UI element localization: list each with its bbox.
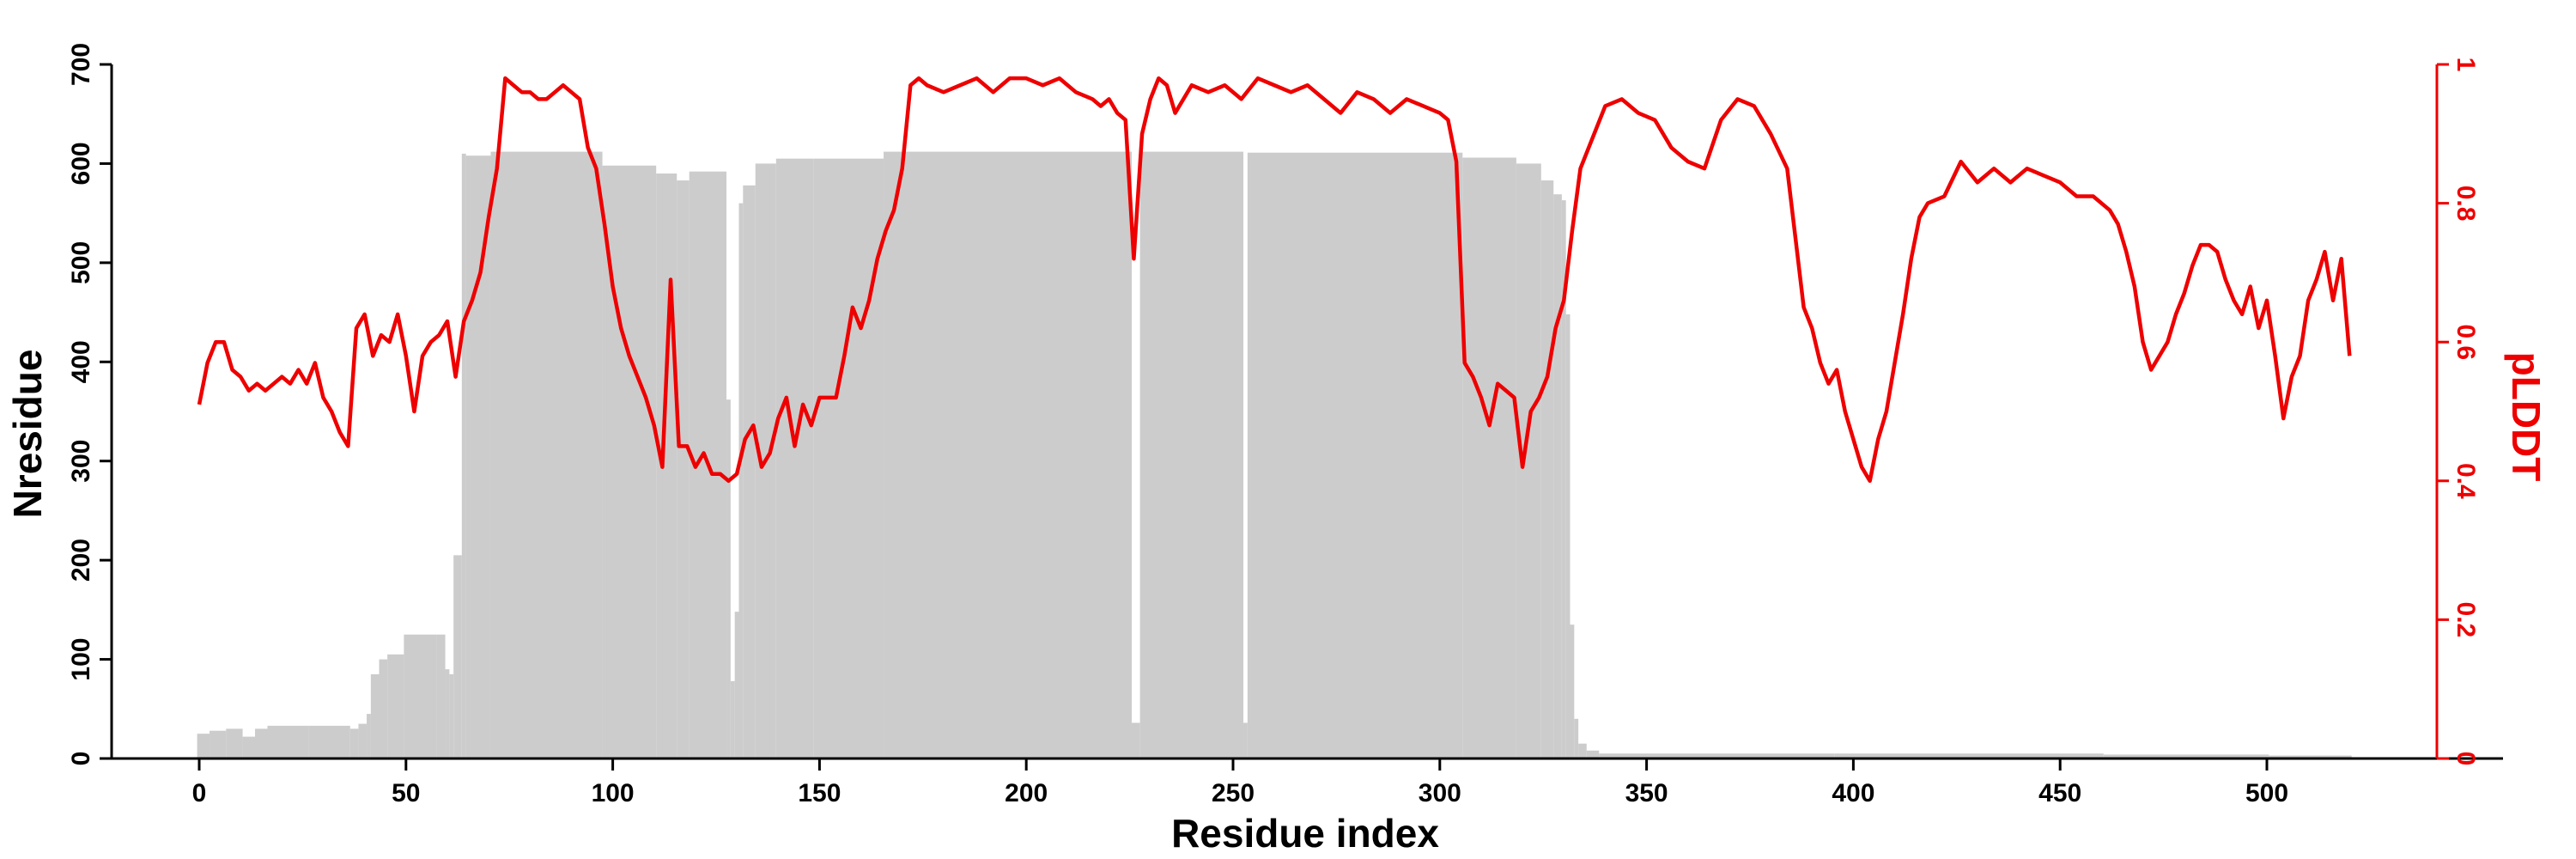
y-tick-label: 600 — [67, 142, 95, 185]
nresidue-bar — [656, 173, 677, 759]
y2-tick-label: 0.4 — [2451, 463, 2480, 499]
nresidue-bar — [1132, 722, 1140, 758]
y2-tick-label: 0.8 — [2451, 186, 2480, 222]
nresidue-bar — [1561, 200, 1566, 758]
nresidue-bar — [465, 155, 491, 758]
nresidue-bar — [1139, 151, 1244, 758]
nresidue-bar — [1834, 753, 2104, 758]
nresidue-bar — [1540, 180, 1554, 759]
y-tick-label: 500 — [67, 241, 95, 284]
nresidue-bar — [255, 728, 268, 758]
nresidue-bar — [1574, 718, 1579, 758]
x-tick-label: 250 — [1212, 779, 1255, 807]
nresidue-bar — [738, 203, 744, 759]
nresidue-bar — [308, 725, 350, 758]
nresidue-bar — [461, 153, 466, 758]
nresidue-bar — [490, 151, 603, 758]
x-tick-label: 500 — [2245, 779, 2288, 807]
y2-tick-label: 0.6 — [2451, 324, 2480, 360]
x-tick-label: 0 — [192, 779, 207, 807]
y2-tick-label: 1 — [2451, 58, 2480, 72]
x-tick-label: 400 — [1832, 779, 1874, 807]
nresidue-bar — [726, 399, 731, 758]
nresidue-bar — [242, 736, 256, 758]
nresidue-bar — [453, 555, 462, 758]
nresidue-bar — [387, 654, 404, 758]
nresidue-bar — [226, 728, 243, 758]
nresidue-bar — [1243, 722, 1248, 758]
nresidue-bar — [602, 165, 657, 759]
y2-axis-title: pLDDT — [2504, 352, 2549, 482]
y-tick-label: 400 — [67, 340, 95, 383]
y2-tick-label: 0.2 — [2451, 602, 2480, 638]
nresidue-bar — [197, 734, 210, 758]
x-tick-label: 200 — [1005, 779, 1048, 807]
nresidue-bar — [358, 723, 368, 758]
nresidue-bar — [404, 634, 437, 758]
y-tick-label: 100 — [67, 638, 95, 681]
nresidue-bar — [379, 659, 388, 758]
nresidue-bar — [445, 669, 450, 758]
y-tick-label: 0 — [67, 752, 95, 766]
nresidue-bar — [1462, 157, 1516, 758]
nresidue-bar — [267, 725, 309, 758]
y-axis-title: Nresidue — [5, 350, 50, 519]
y2-tick-label: 0 — [2451, 752, 2480, 766]
nresidue-bar — [2103, 754, 2269, 758]
nresidue-bar — [1553, 194, 1562, 758]
axes: 0 50 100 150 200 250 300 350 400 450 500 0 100 200 300… — [67, 43, 2503, 807]
nresidue-bar — [1578, 743, 1587, 758]
nresidue-bar — [1570, 624, 1575, 758]
y-tick-label: 300 — [67, 440, 95, 483]
nresidue-bar — [730, 680, 735, 758]
x-tick-label: 350 — [1625, 779, 1668, 807]
x-tick-label: 300 — [1419, 779, 1461, 807]
nresidue-bar — [436, 634, 446, 758]
x-tick-label: 100 — [592, 779, 635, 807]
nresidue-bars — [197, 151, 2352, 759]
nresidue-bar — [2269, 755, 2352, 758]
nresidue-bar — [813, 158, 884, 758]
y-tick-label: 200 — [67, 539, 95, 582]
x-axis-title: Residue index — [1171, 811, 1439, 856]
nresidue-bar — [743, 185, 756, 758]
nresidue-bar — [734, 612, 739, 758]
nresidue-bar — [1586, 750, 1600, 758]
nresidue-bar — [449, 673, 454, 758]
nresidue-bar — [1599, 753, 1835, 758]
plddt-series-line — [197, 76, 2352, 484]
nresidue-bar — [884, 151, 1133, 758]
nresidue-bar — [210, 730, 227, 758]
nresidue-bar — [775, 158, 814, 758]
y-tick-label: 700 — [67, 43, 95, 86]
nresidue-bar — [1247, 152, 1463, 759]
x-tick-label: 450 — [2038, 779, 2081, 807]
x-tick-label: 150 — [798, 779, 841, 807]
plddt-line — [197, 76, 2352, 484]
nresidue-bar — [349, 728, 359, 758]
nresidue-bar — [370, 673, 380, 758]
nresidue-bar — [1565, 314, 1571, 758]
nresidue-bar — [367, 714, 371, 758]
nresidue-bar — [677, 180, 690, 759]
x-tick-label: 50 — [392, 779, 420, 807]
